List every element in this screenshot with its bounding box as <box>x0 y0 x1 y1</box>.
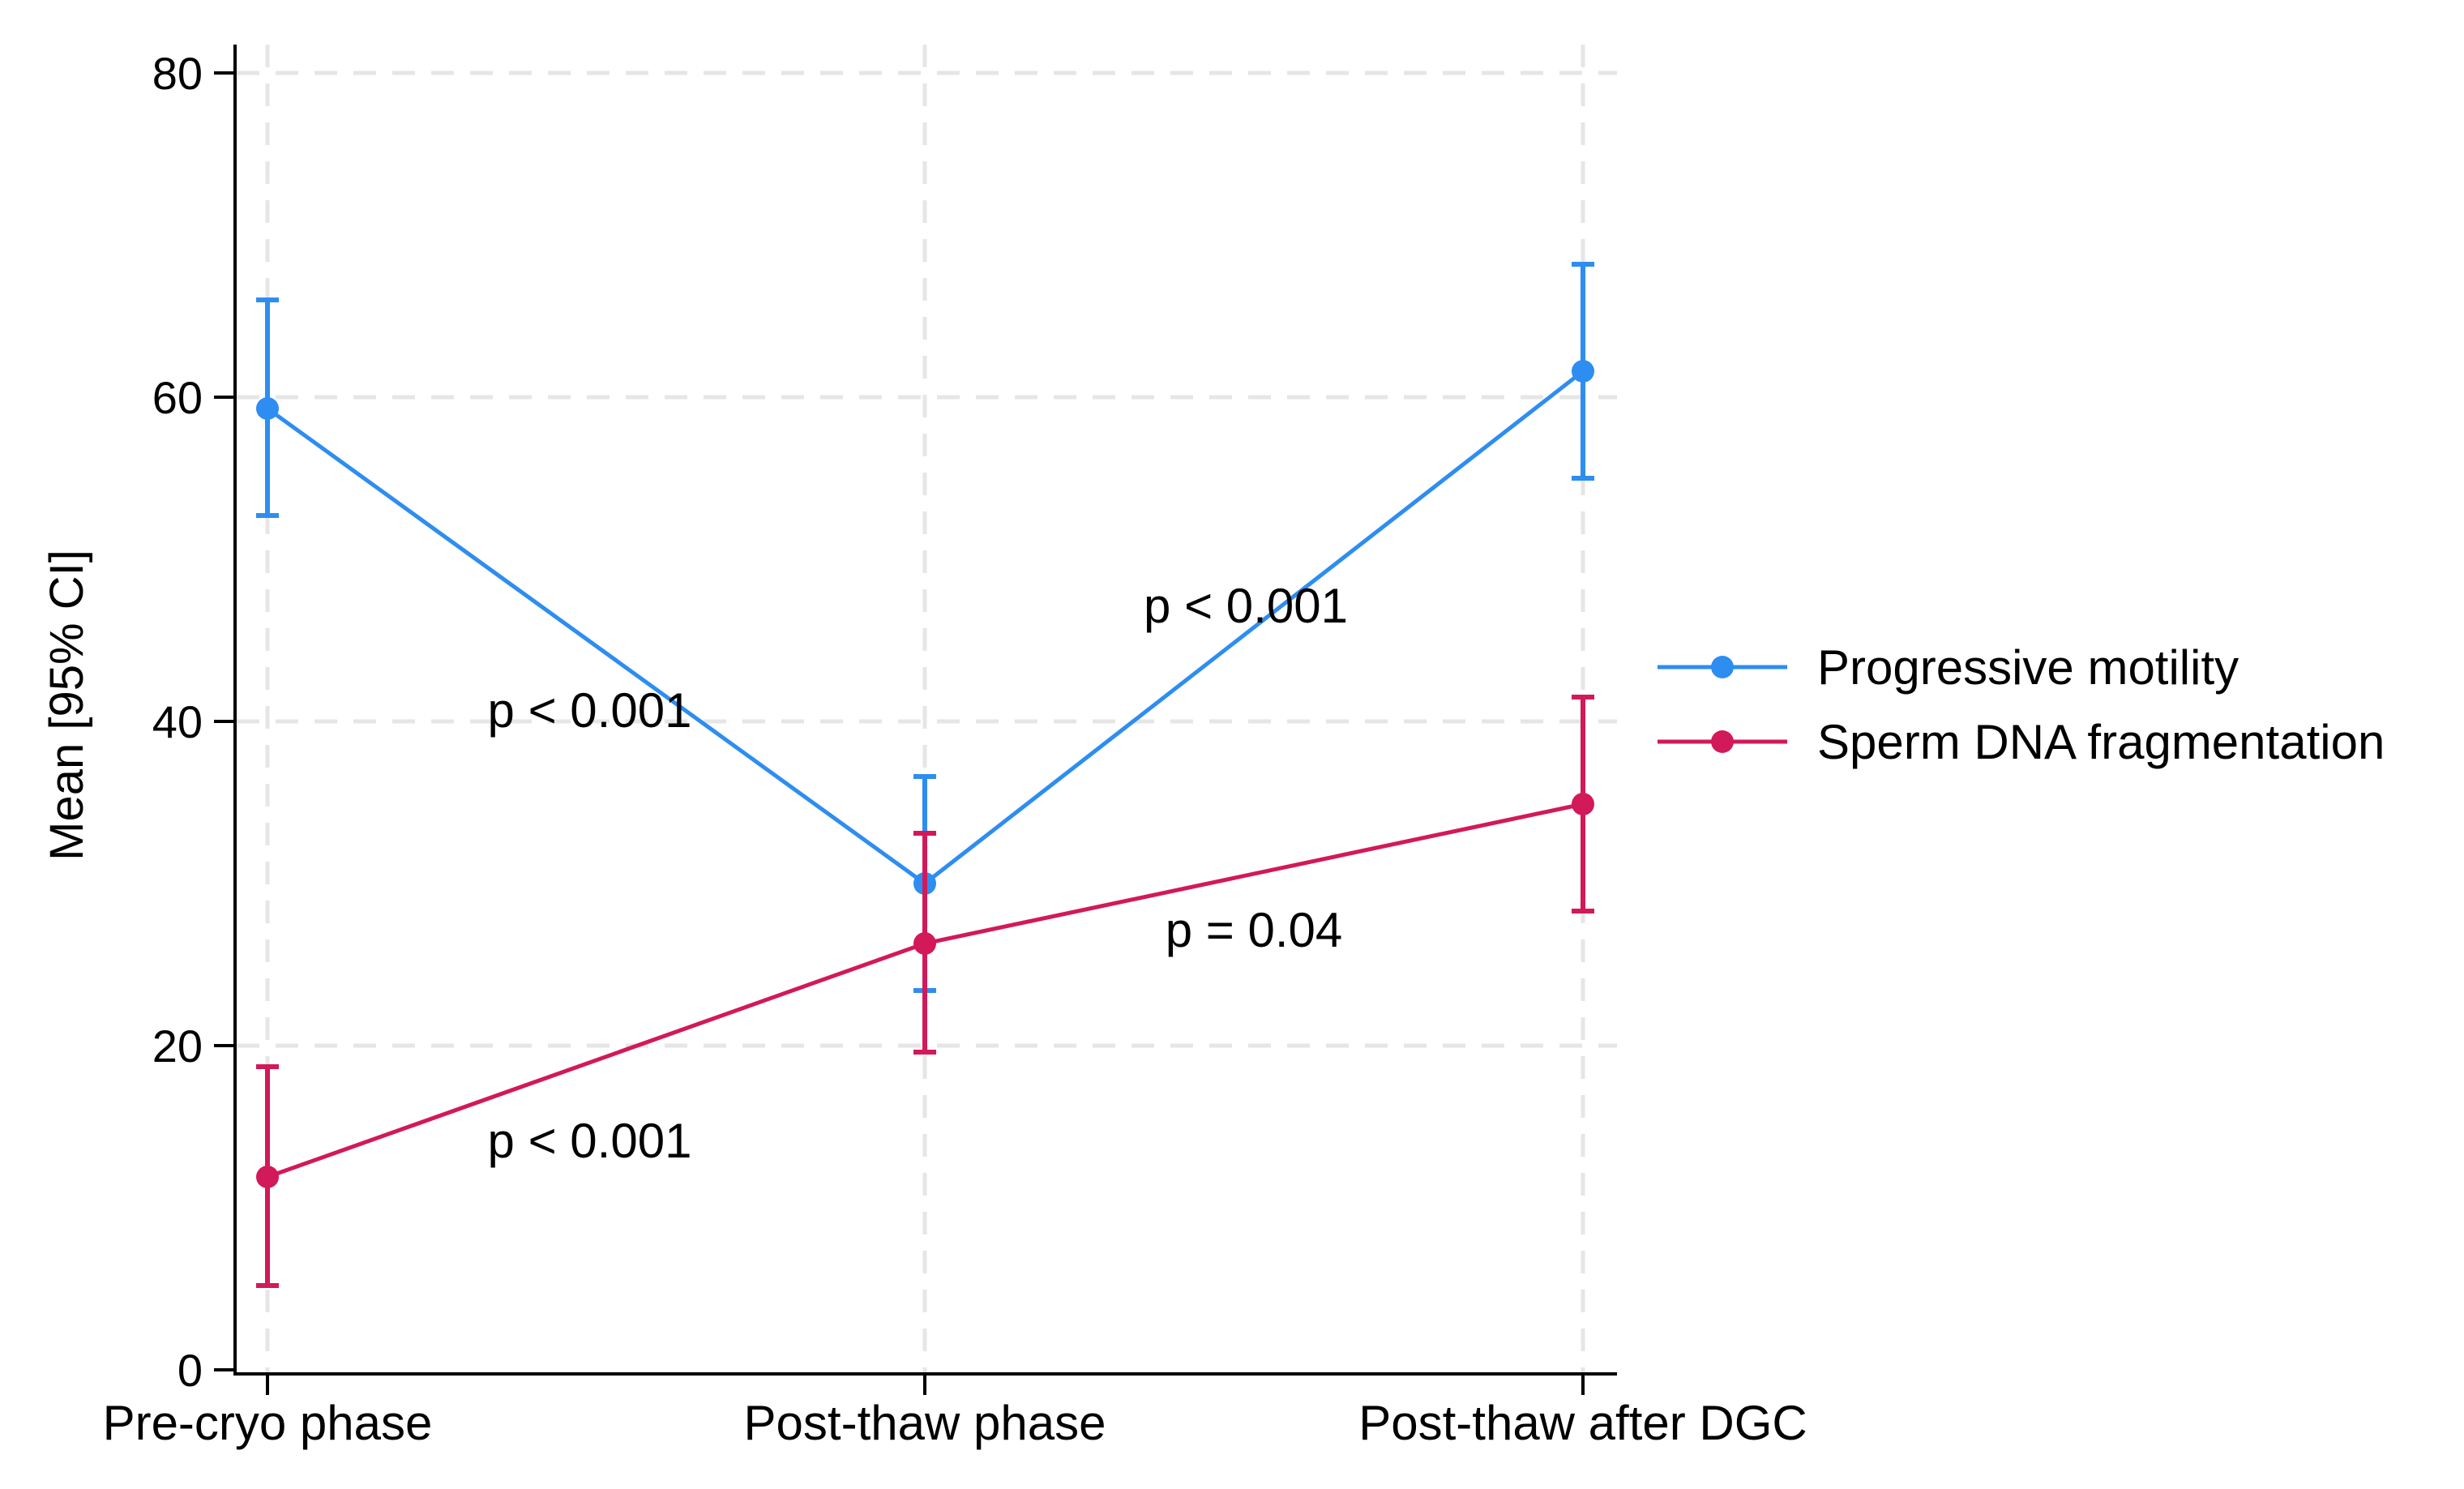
series-1 <box>256 695 1594 1288</box>
y-tick-label: 40 <box>152 696 203 747</box>
p-value-annotation: p = 0.04 <box>1166 903 1343 957</box>
legend-item-0: Progressive motility <box>1658 640 2239 695</box>
legend-label: Progressive motility <box>1817 640 2239 695</box>
data-point <box>1572 360 1594 383</box>
data-point <box>913 932 936 955</box>
series-layer <box>256 262 1594 1288</box>
data-point <box>1572 793 1594 815</box>
data-point <box>256 1166 279 1188</box>
legend-marker <box>1711 656 1734 678</box>
y-tick-label: 80 <box>152 48 203 99</box>
legend: Progressive motility Sperm DNA fragmentat… <box>1658 640 2385 769</box>
legend-marker <box>1711 730 1734 753</box>
grid-layer <box>237 45 1617 1372</box>
legend-label: Sperm DNA fragmentation <box>1817 715 2385 769</box>
axes-layer: Mean [95% CI] <box>41 45 1617 1376</box>
x-tick-label: Post-thaw after DGC <box>1358 1396 1807 1450</box>
x-tick-label: Post-thaw phase <box>744 1396 1106 1450</box>
y-tick-label: 20 <box>152 1020 203 1072</box>
ticks-layer: 0 20 40 60 80 Pre-cryo phase Post-thaw phase Po… <box>103 48 1807 1450</box>
p-value-annotation: p < 0.001 <box>488 683 692 738</box>
annotation-layer: p < 0.001 p < 0.001 p < 0.001 p = 0.04 <box>488 579 1348 1168</box>
y-tick-label: 60 <box>152 372 203 423</box>
y-axis-title: Mean [95% CI] <box>41 550 93 861</box>
data-point <box>256 397 279 420</box>
x-tick-label: Pre-cryo phase <box>103 1396 433 1450</box>
y-tick-label: 0 <box>178 1345 203 1396</box>
p-value-annotation: p < 0.001 <box>488 1114 692 1168</box>
legend-item-1: Sperm DNA fragmentation <box>1658 715 2385 769</box>
p-value-annotation: p < 0.001 <box>1144 579 1348 633</box>
